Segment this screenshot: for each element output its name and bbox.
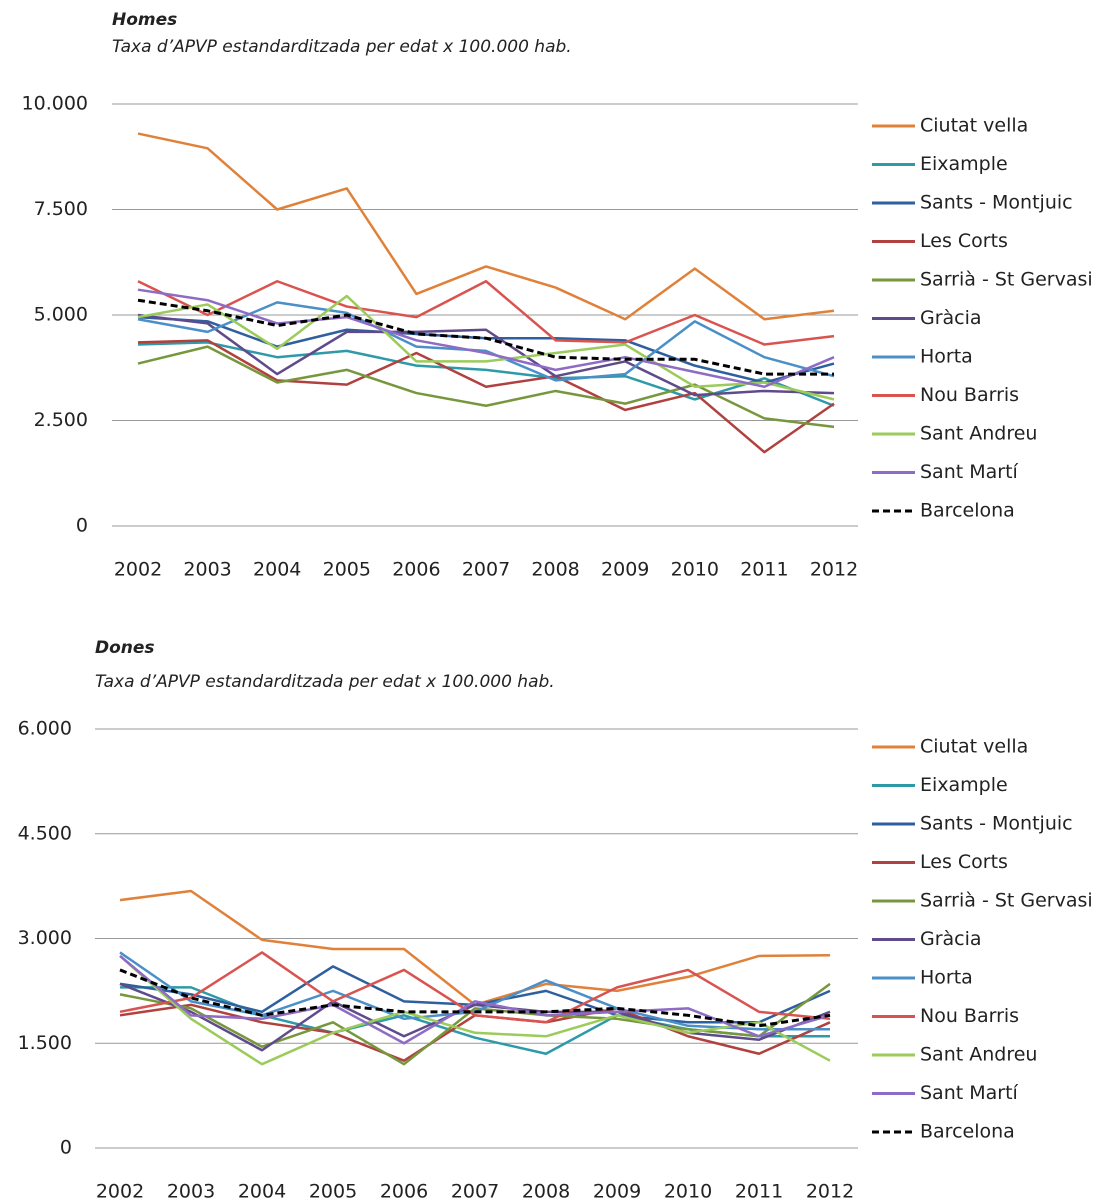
x-tick-label: 2008 bbox=[531, 559, 579, 581]
x-tick-label: 2006 bbox=[380, 1181, 428, 1200]
legend-label: Sants - Montjuic bbox=[920, 192, 1073, 214]
chart-title: Dones bbox=[95, 638, 155, 658]
legend-label: Nou Barris bbox=[920, 1005, 1019, 1027]
series-line bbox=[119, 955, 831, 1066]
series-line bbox=[137, 279, 835, 346]
chart-subtitle: Taxa d’APVP estandarditzada per edat x 1… bbox=[95, 672, 555, 692]
series-line bbox=[119, 968, 831, 1028]
x-tick-label: 2009 bbox=[593, 1181, 641, 1200]
legend-label: Barcelona bbox=[920, 500, 1015, 522]
legend-label: Ciutat vella bbox=[920, 736, 1028, 758]
legend-label: Barcelona bbox=[920, 1121, 1015, 1143]
x-tick-label: 2003 bbox=[183, 559, 231, 581]
y-tick-label: 0 bbox=[76, 515, 88, 537]
y-tick-label: 1.500 bbox=[18, 1032, 72, 1054]
series-line bbox=[137, 288, 835, 388]
x-tick-label: 2012 bbox=[810, 559, 858, 581]
x-tick-label: 2004 bbox=[253, 559, 301, 581]
series-line bbox=[137, 298, 834, 376]
series-line bbox=[137, 132, 835, 321]
x-tick-label: 2005 bbox=[309, 1181, 357, 1200]
series-line bbox=[137, 341, 835, 407]
series-line bbox=[137, 339, 835, 454]
y-tick-label: 7.500 bbox=[34, 198, 88, 220]
series-line bbox=[137, 345, 835, 429]
legend-label: Sarrià - St Gervasi bbox=[920, 269, 1093, 291]
series-line bbox=[137, 313, 835, 397]
y-tick-label: 0 bbox=[60, 1137, 72, 1159]
series-line bbox=[119, 982, 831, 1066]
y-tick-label: 2.500 bbox=[34, 409, 88, 431]
x-tick-label: 2002 bbox=[114, 559, 162, 581]
x-tick-label: 2012 bbox=[806, 1181, 854, 1200]
series-line bbox=[137, 294, 835, 401]
y-tick-label: 3.000 bbox=[18, 927, 72, 949]
legend-label: Gràcia bbox=[920, 307, 982, 329]
legend-label: Sant Martí bbox=[920, 1082, 1019, 1104]
series-line bbox=[119, 889, 831, 1007]
legend-label: Nou Barris bbox=[920, 384, 1019, 406]
legend-label: Gràcia bbox=[920, 928, 982, 950]
y-tick-label: 10.000 bbox=[22, 93, 88, 115]
x-tick-label: 2003 bbox=[167, 1181, 215, 1200]
x-tick-label: 2010 bbox=[664, 1181, 712, 1200]
legend-label: Eixample bbox=[920, 153, 1008, 175]
x-tick-label: 2007 bbox=[462, 559, 510, 581]
legend-label: Horta bbox=[920, 346, 973, 368]
x-tick-label: 2007 bbox=[451, 1181, 499, 1200]
chart-subtitle: Taxa d’APVP estandarditzada per edat x 1… bbox=[112, 37, 572, 57]
legend-label: Ciutat vella bbox=[920, 115, 1028, 137]
legend-label: Les Corts bbox=[920, 851, 1008, 873]
legend-label: Eixample bbox=[920, 774, 1008, 796]
x-tick-label: 2004 bbox=[238, 1181, 286, 1200]
x-tick-label: 2005 bbox=[323, 559, 371, 581]
legend-label: Les Corts bbox=[920, 230, 1008, 252]
y-tick-label: 6.000 bbox=[18, 718, 72, 740]
legend-label: Sant Andreu bbox=[920, 1044, 1037, 1066]
legend-label: Sarrià - St Gervasi bbox=[920, 890, 1093, 912]
legend-label: Sants - Montjuic bbox=[920, 813, 1073, 835]
series-line bbox=[119, 982, 831, 1052]
x-tick-label: 2008 bbox=[522, 1181, 570, 1200]
chart-title: Homes bbox=[112, 10, 177, 30]
x-tick-label: 2011 bbox=[740, 559, 788, 581]
x-tick-label: 2006 bbox=[392, 559, 440, 581]
x-tick-label: 2010 bbox=[671, 559, 719, 581]
x-tick-label: 2009 bbox=[601, 559, 649, 581]
legend-label: Sant Martí bbox=[920, 461, 1019, 483]
legend-label: Horta bbox=[920, 967, 973, 989]
x-tick-label: 2002 bbox=[96, 1181, 144, 1200]
y-tick-label: 5.000 bbox=[34, 304, 88, 326]
legend-label: Sant Andreu bbox=[920, 423, 1037, 445]
series-line bbox=[137, 301, 835, 382]
series-line bbox=[119, 951, 831, 1024]
x-tick-label: 2011 bbox=[735, 1181, 783, 1200]
y-tick-label: 4.500 bbox=[18, 822, 72, 844]
